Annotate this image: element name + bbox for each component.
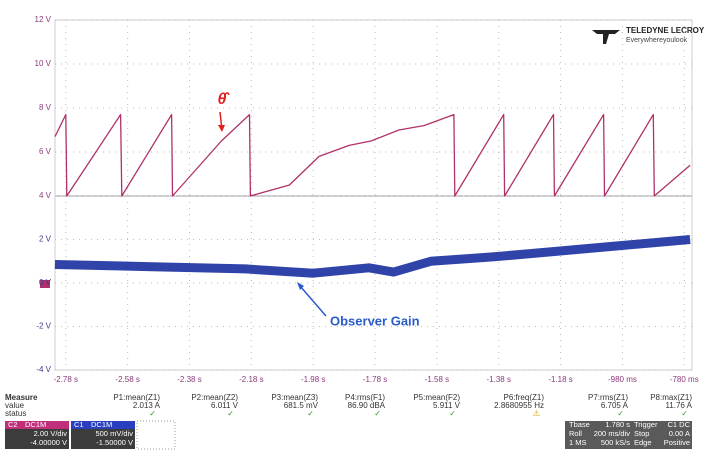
channel-label: C2 [8,420,18,429]
x-tick-label: -980 ms [608,375,637,384]
timebase-box [565,421,692,449]
channel-box [71,429,135,449]
logo-tagline: Everywhereyoulook [626,37,688,44]
table-cell: 5.911 V [433,401,461,410]
arrow [299,285,327,317]
table-cell: 681.5 mV [284,401,319,410]
arrow-head [218,125,225,132]
x-tick-label: -1.18 s [548,375,572,384]
x-tick-label: -2.78 s [54,375,78,384]
table-cell: value [5,401,25,410]
plot-layer: 4 V 6 V 8 V 10 V 12 V -4 V -2 V 0 V 2 V -2.78 s -2… [35,15,699,384]
table-cell: 6.011 V [211,401,239,410]
table-cell: 11.76 A [665,401,692,410]
measure-table: Measure P1:mean(Z1) P2:mean(Z2) P3:mean(Z3)… [5,393,693,418]
channel-label: C1 [74,420,84,429]
table-header: P1:mean(Z1) [113,393,160,402]
channel-box [5,429,69,449]
y-tick-label: 6 V [39,147,52,156]
timebase-cell: 200 ms/div [594,429,631,438]
y-tick-label: 8 V [39,103,52,112]
table-cell: ✓ [617,409,624,418]
table-cell: ✓ [307,409,314,418]
table-header: P8:max(Z1) [650,393,692,402]
timebase-cell: 1.780 s [605,420,630,429]
table-cell: ✓ [374,409,381,418]
timebase-cell: Edge [634,438,652,447]
data-line [54,235,691,278]
table-cell: ⚠ [533,409,540,418]
channel-tab [71,421,135,429]
y-tick-label: -4 V [36,365,51,374]
empty-slot [136,420,176,450]
table-header: Measure [5,393,38,402]
table-header: P7:rms(Z1) [588,393,628,402]
table-cell: ✓ [681,409,688,418]
timebase-cell: Tbase [569,420,590,429]
table-header: P6:freq(Z1) [504,393,545,402]
table-header: P4:rms(F1) [345,393,385,402]
x-tick-label: -2.18 s [239,375,263,384]
table-cell: 86.90 dBA [348,401,386,410]
timebase-cell: Positive [664,438,690,447]
table-header: P2:mean(Z2) [191,393,238,402]
annotation-gain: Observer Gain [297,282,420,328]
x-tick-label: -1.58 s [425,375,449,384]
table-cell: ✓ [227,409,234,418]
channel-tab [5,421,69,429]
logo-brand: TELEDYNE LECROY [626,26,705,35]
data-line [54,113,691,197]
table-cell: ✓ [449,409,456,418]
timebase-cell: C1 DC [667,420,690,429]
table-header: P5:mean(F2) [413,393,460,402]
timebase-cell: 0.00 A [669,429,690,438]
y-tick-label: 0 V [39,278,52,287]
x-tick-label: -2.38 s [177,375,201,384]
channel-scale: 500 mV/div [95,429,133,438]
table-cell: 2.013 A [133,401,161,410]
timebase-cell: 500 kS/s [601,438,630,447]
channel-tag: DC1M [91,420,112,429]
table-cell: 2.8680955 Hz [494,401,544,410]
x-tick-label: -1.98 s [301,375,325,384]
table-header: P3:mean(Z3) [271,393,318,402]
table-cell: 6.705 A [601,401,629,410]
x-tick-label: -2.58 s [115,375,139,384]
channel-scale: 2.00 V/div [34,429,68,438]
x-tick-label: -780 ms [670,375,699,384]
y-tick-label: 12 V [35,15,52,24]
table-cell: ✓ [149,409,156,418]
logo-icon [592,30,620,44]
y-tick-label: 4 V [39,191,52,200]
timebase-cell: Trigger [634,420,658,429]
channel-tag: DC1M [25,420,46,429]
y-tick-label: -2 V [36,322,51,331]
x-tick-label: -1.38 s [487,375,511,384]
channel-marker [40,280,50,288]
timebase-cell: Roll [569,429,582,438]
timebase-cell: 1 MS [569,438,587,447]
arrow-head [297,282,304,290]
annotation: Observer Gain [330,313,420,328]
x-tick-label: -1.78 s [363,375,387,384]
timebase-cell: Stop [634,429,649,438]
y-tick-label: 2 V [39,235,52,244]
y-tick-label: 10 V [35,59,52,68]
logo: TELEDYNE LECROY Everywhereyoulook [592,26,705,44]
channel-offset: -1.50000 V [96,438,133,447]
channel-offset: -4.00000 V [30,438,67,447]
table-cell: status [5,409,26,418]
